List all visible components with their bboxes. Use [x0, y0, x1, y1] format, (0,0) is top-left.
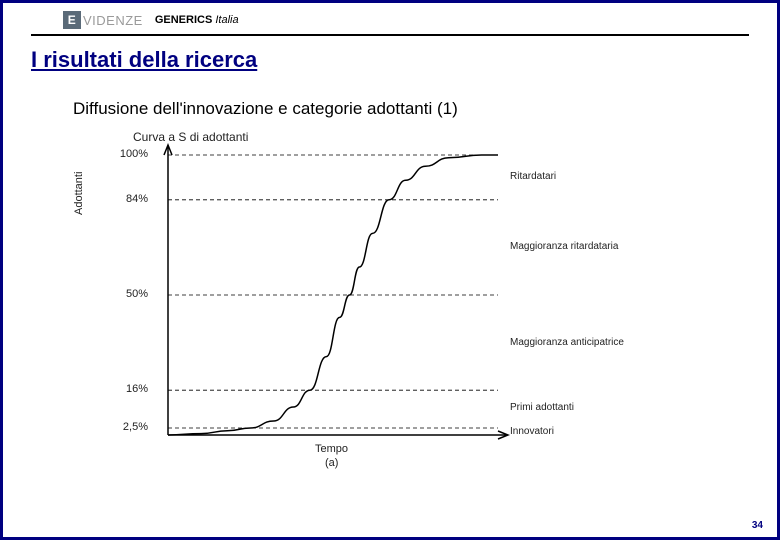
page-number: 34	[752, 520, 763, 531]
page-title: I risultati della ricerca	[31, 47, 257, 73]
slide: E VIDENZE GENERICS Italia I risultati de…	[0, 0, 780, 540]
y-tick-label: 84%	[98, 193, 148, 205]
y-tick-label: 50%	[98, 288, 148, 300]
y-tick-label: 2,5%	[98, 421, 148, 433]
logo-text: VIDENZE	[83, 13, 143, 28]
y-tick-label: 16%	[98, 383, 148, 395]
page-subtitle: Diffusione dell'innovazione e categorie …	[73, 99, 458, 119]
logo-mark: E	[63, 11, 81, 29]
y-tick-label: 100%	[98, 148, 148, 160]
header-brand: GENERICS	[155, 14, 212, 26]
category-label: Primi adottanti	[510, 402, 675, 413]
logo: E VIDENZE	[63, 11, 143, 29]
header-text: GENERICS Italia	[155, 14, 239, 26]
header-rule	[31, 34, 749, 36]
category-label: Maggioranza ritardataria	[510, 241, 675, 252]
category-label: Innovatori	[510, 426, 675, 437]
category-label: Maggioranza anticipatrice	[510, 337, 675, 348]
x-axis-label: Tempo	[315, 443, 348, 455]
category-label: Ritardatari	[510, 171, 675, 182]
x-axis-sublabel: (a)	[325, 457, 338, 469]
chart: Curva a S di adottanti Adottanti 100%84%…	[58, 125, 678, 495]
header: E VIDENZE GENERICS Italia	[63, 9, 737, 31]
header-country: Italia	[215, 14, 238, 26]
